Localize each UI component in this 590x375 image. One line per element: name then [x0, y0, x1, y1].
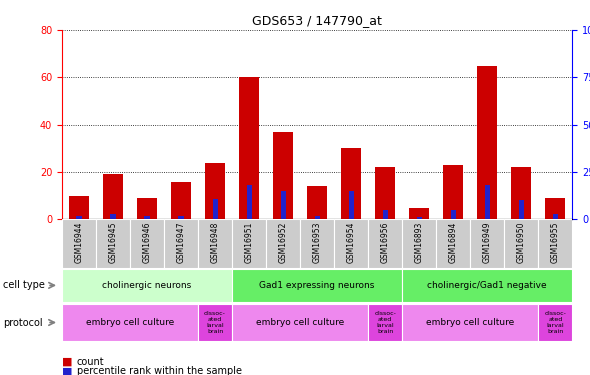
Text: GSM16894: GSM16894 [449, 222, 458, 263]
Bar [164, 219, 198, 268]
Text: GSM16948: GSM16948 [211, 222, 219, 263]
Bar [266, 219, 300, 268]
Bar [212, 198, 218, 219]
Bar [402, 304, 538, 341]
Text: GSM16953: GSM16953 [313, 222, 322, 263]
Title: GDS653 / 147790_at: GDS653 / 147790_at [252, 15, 382, 27]
Text: GSM16946: GSM16946 [143, 222, 152, 263]
Bar [436, 219, 470, 268]
Bar [198, 304, 232, 341]
Bar [417, 217, 422, 219]
Text: ■: ■ [62, 357, 73, 367]
Text: dissoc-
ated
larval
brain: dissoc- ated larval brain [545, 311, 566, 334]
Bar [341, 148, 361, 219]
Text: embryo cell culture: embryo cell culture [426, 318, 514, 327]
Bar [334, 219, 368, 268]
Bar [538, 219, 572, 268]
Bar [477, 66, 497, 219]
Bar [239, 77, 259, 219]
Bar [96, 219, 130, 268]
Text: GSM16947: GSM16947 [176, 222, 185, 263]
Bar [368, 219, 402, 268]
Text: ■: ■ [62, 366, 73, 375]
Bar [402, 219, 436, 268]
Bar [545, 198, 565, 219]
Text: percentile rank within the sample: percentile rank within the sample [77, 366, 242, 375]
Text: GSM16945: GSM16945 [109, 222, 117, 263]
Bar [519, 200, 524, 219]
Text: cholinergic/Gad1 negative: cholinergic/Gad1 negative [427, 281, 547, 290]
Bar [409, 207, 430, 219]
Text: dissoc-
ated
larval
brain: dissoc- ated larval brain [204, 311, 226, 334]
Bar [179, 216, 183, 219]
Bar [198, 219, 232, 268]
Bar [402, 269, 572, 302]
Bar [485, 185, 490, 219]
Text: count: count [77, 357, 104, 367]
Bar [511, 167, 532, 219]
Bar [62, 219, 96, 268]
Bar [232, 269, 402, 302]
Bar [110, 214, 116, 219]
Text: GSM16950: GSM16950 [517, 222, 526, 263]
Bar [368, 304, 402, 341]
Bar [232, 304, 368, 341]
Bar [69, 196, 89, 219]
Text: GSM16949: GSM16949 [483, 222, 491, 263]
Text: GSM16893: GSM16893 [415, 222, 424, 263]
Bar [137, 198, 157, 219]
Text: GSM16955: GSM16955 [551, 222, 560, 263]
Bar [470, 219, 504, 268]
Bar [538, 304, 572, 341]
Bar [205, 163, 225, 219]
Bar [553, 214, 558, 219]
Text: embryo cell culture: embryo cell culture [256, 318, 344, 327]
Bar [62, 269, 232, 302]
Bar [273, 132, 293, 219]
Bar [443, 165, 463, 219]
Text: GSM16951: GSM16951 [245, 222, 254, 263]
Text: GSM16954: GSM16954 [347, 222, 356, 263]
Bar [307, 186, 327, 219]
Text: GSM16956: GSM16956 [381, 222, 389, 263]
Text: protocol: protocol [3, 318, 42, 327]
Bar [232, 219, 266, 268]
Bar [281, 191, 286, 219]
Bar [504, 219, 538, 268]
Text: cell type: cell type [3, 280, 45, 290]
Bar [145, 216, 149, 219]
Text: embryo cell culture: embryo cell culture [86, 318, 174, 327]
Bar [103, 174, 123, 219]
Bar [77, 216, 81, 219]
Text: GSM16944: GSM16944 [74, 222, 83, 263]
Bar [383, 210, 388, 219]
Bar [247, 185, 251, 219]
Bar [62, 304, 198, 341]
Bar [375, 167, 395, 219]
Bar [314, 216, 320, 219]
Text: Gad1 expressing neurons: Gad1 expressing neurons [260, 281, 375, 290]
Text: cholinergic neurons: cholinergic neurons [103, 281, 192, 290]
Bar [349, 191, 353, 219]
Bar [300, 219, 334, 268]
Text: dissoc-
ated
larval
brain: dissoc- ated larval brain [374, 311, 396, 334]
Bar [171, 182, 191, 219]
Text: GSM16952: GSM16952 [278, 222, 287, 263]
Bar [451, 210, 455, 219]
Bar [130, 219, 164, 268]
